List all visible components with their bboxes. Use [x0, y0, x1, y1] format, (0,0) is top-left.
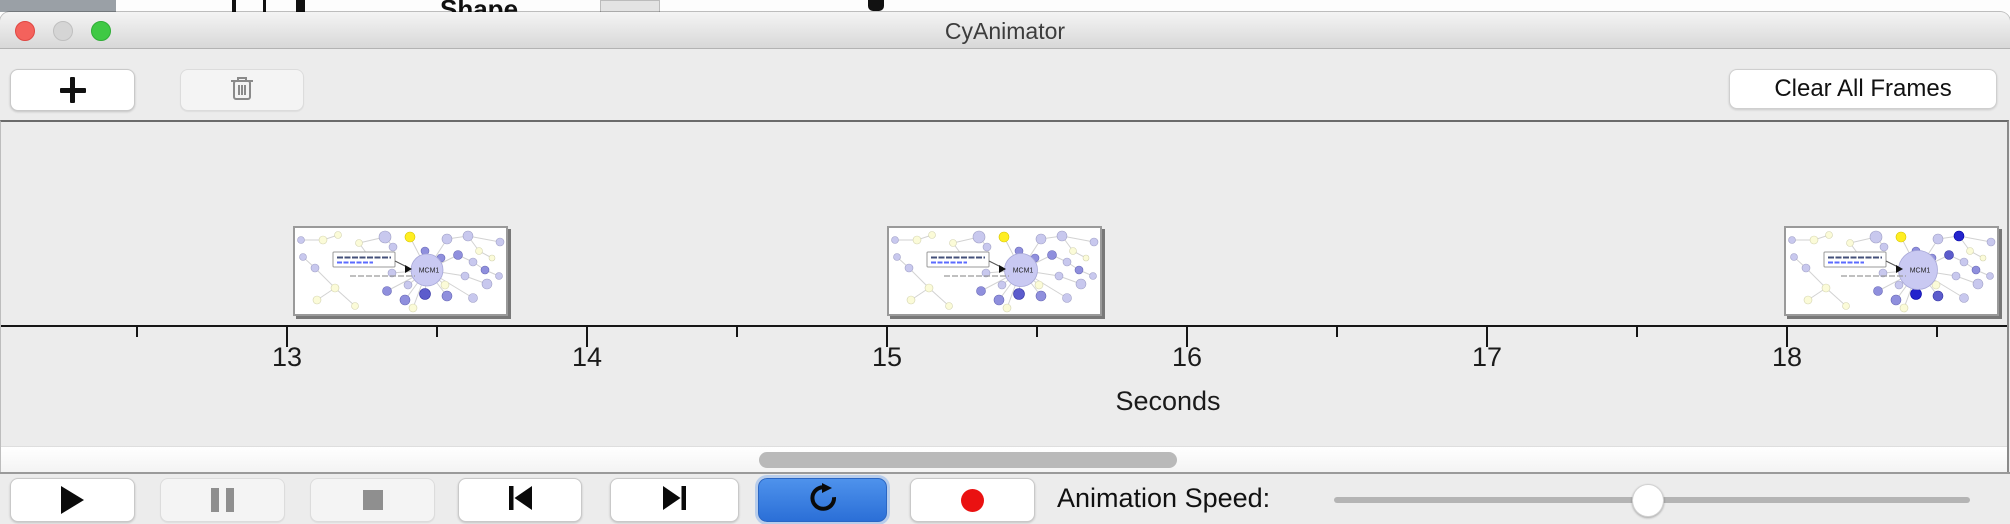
network-thumbnail: MCM1 [889, 228, 1100, 314]
axis-tick-minor [1936, 327, 1938, 337]
stop-icon [362, 490, 383, 510]
delete-frame-button[interactable] [180, 69, 304, 111]
skip-to-start-button[interactable] [458, 478, 582, 522]
window-title: CyAnimator [944, 18, 1066, 44]
keyframe-thumbnail[interactable]: MCM1 [293, 226, 508, 316]
timeline-panel[interactable]: 13 14 15 16 17 18 2 MCM1 MCM1 MCM1 Seconds [0, 120, 2009, 474]
axis-tick-minor [136, 327, 138, 337]
slider-thumb[interactable] [1632, 484, 1664, 517]
pause-button[interactable] [160, 478, 285, 522]
background-panel-fragment [0, 0, 116, 12]
axis-tick-major [586, 327, 588, 347]
skip-to-end-button[interactable] [610, 478, 739, 522]
stop-button[interactable] [310, 478, 435, 522]
background-glyph-fragment [296, 0, 305, 12]
axis-title: Seconds [1115, 386, 1221, 416]
axis-tick-label: 18 [1771, 342, 1803, 372]
cyanimator-window: CyAnimator Clear All Frames 13 14 15 16 17 18… [0, 12, 2010, 524]
add-icon [59, 77, 86, 103]
network-thumbnail: MCM1 [295, 228, 506, 314]
transport-bar: Animation Speed: [0, 472, 2010, 524]
network-thumbnail: MCM1 [1786, 228, 1997, 314]
axis-tick-minor [1336, 327, 1338, 337]
svg-text:MCM1: MCM1 [1910, 268, 1931, 275]
background-tab-fragment [600, 0, 660, 12]
axis-tick-major [286, 327, 288, 347]
play-icon [61, 486, 84, 514]
axis-tick-major [886, 327, 888, 347]
loop-button[interactable] [758, 478, 887, 522]
close-button[interactable] [15, 21, 35, 41]
trash-icon [230, 74, 254, 107]
skip-start-icon [506, 485, 534, 516]
axis-tick-major [1186, 327, 1188, 347]
background-glyph-fragment [232, 0, 236, 12]
clear-all-frames-button[interactable]: Clear All Frames [1729, 69, 1997, 109]
title-bar: CyAnimator [0, 12, 2010, 49]
axis-tick-major [1786, 327, 1788, 347]
background-glyph-fragment [263, 0, 266, 12]
axis-tick-label-partial: 2 [1, 342, 15, 373]
frame-toolbar: Clear All Frames [0, 49, 2010, 120]
horizontal-scrollbar[interactable] [1, 446, 2007, 474]
svg-text:MCM1: MCM1 [1013, 268, 1034, 275]
play-button[interactable] [10, 478, 135, 522]
background-glyph-fragment [868, 0, 884, 11]
scrollbar-thumb[interactable] [759, 452, 1177, 468]
add-frame-button[interactable] [10, 69, 135, 111]
animation-speed-slider[interactable] [1334, 474, 1970, 524]
keyframe-thumbnail[interactable]: MCM1 [1784, 226, 1999, 316]
svg-text:MCM1: MCM1 [419, 268, 440, 275]
record-button[interactable] [910, 478, 1035, 522]
axis-tick-label: 16 [1171, 342, 1203, 372]
background-window-strip: Shape [0, 0, 2010, 12]
keyframe-thumbnail[interactable]: MCM1 [887, 226, 1102, 316]
axis-tick-label: 14 [571, 342, 603, 372]
pause-icon [211, 488, 234, 512]
skip-end-icon [661, 485, 689, 516]
axis-tick-label: 15 [871, 342, 903, 372]
axis-tick-minor [1636, 327, 1638, 337]
background-shape-label: Shape [440, 0, 518, 12]
axis-tick-minor [1036, 327, 1038, 337]
timeline-axis [1, 325, 2007, 327]
axis-tick-label: 13 [271, 342, 303, 372]
axis-tick-label: 17 [1471, 342, 1503, 372]
axis-tick-minor [736, 327, 738, 337]
animation-speed-label: Animation Speed: [1057, 483, 1271, 513]
axis-tick-minor [436, 327, 438, 337]
record-icon [961, 488, 984, 512]
zoom-button[interactable] [91, 21, 111, 41]
minimize-button[interactable] [53, 21, 73, 41]
loop-icon [808, 482, 838, 518]
axis-tick-major [1486, 327, 1488, 347]
